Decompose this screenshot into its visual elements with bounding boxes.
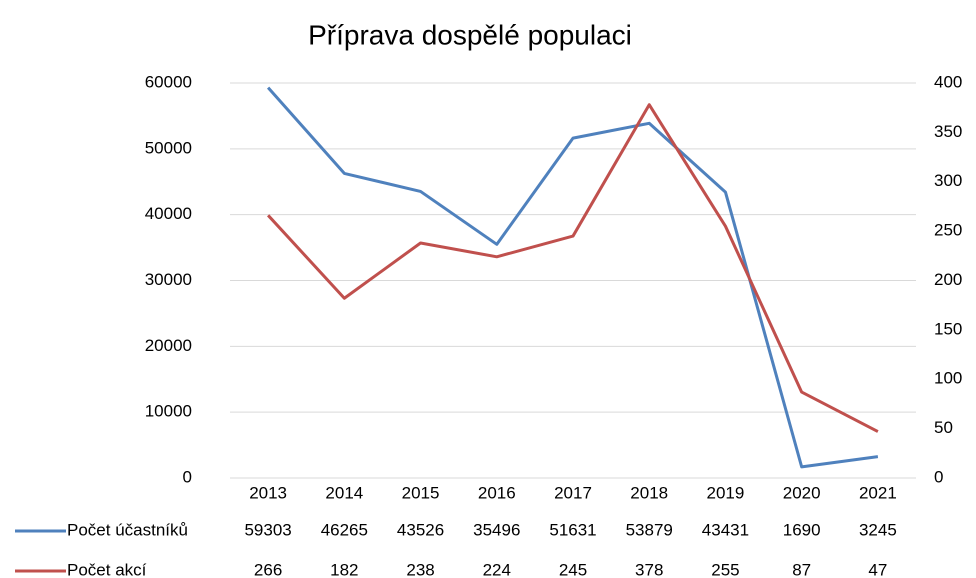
- x-tick-label: 2015: [402, 483, 440, 502]
- y-tick-label: 20000: [145, 336, 192, 355]
- y-tick-label: 0: [183, 467, 192, 486]
- table-value: 46265: [321, 520, 368, 539]
- table-value: 47: [868, 560, 887, 578]
- legend-label: Počet akcí: [67, 560, 147, 578]
- table-value: 43431: [702, 520, 749, 539]
- table-value: 51631: [549, 520, 596, 539]
- y2-tick-label: 300: [934, 171, 962, 190]
- x-tick-label: 2016: [478, 483, 516, 502]
- series-line: [267, 103, 879, 433]
- x-tick-label: 2014: [325, 483, 363, 502]
- table-value: 266: [254, 560, 282, 578]
- y-tick-label: 40000: [145, 204, 192, 223]
- y2-tick-label: 400: [934, 72, 962, 91]
- table-value: 224: [483, 560, 511, 578]
- table-value: 53879: [626, 520, 673, 539]
- y2-tick-label: 50: [934, 418, 953, 437]
- y2-tick-label: 0: [934, 467, 943, 486]
- series-line: [266, 86, 879, 469]
- table-value: 238: [406, 560, 434, 578]
- table-value: 59303: [244, 520, 291, 539]
- x-tick-label: 2013: [249, 483, 287, 502]
- y-tick-label: 50000: [145, 138, 192, 157]
- table-value: 182: [330, 560, 358, 578]
- legend-label: Počet účastníků: [67, 520, 188, 539]
- chart-title: Příprava dospělé populaci: [308, 19, 632, 50]
- table-value: 1690: [783, 520, 821, 539]
- table-value: 3245: [859, 520, 897, 539]
- x-tick-label: 2018: [630, 483, 668, 502]
- x-tick-label: 2019: [707, 483, 745, 502]
- y2-tick-label: 200: [934, 270, 962, 289]
- table-value: 378: [635, 560, 663, 578]
- y-tick-label: 60000: [145, 72, 192, 91]
- x-tick-label: 2017: [554, 483, 592, 502]
- x-tick-label: 2021: [859, 483, 897, 502]
- x-tick-label: 2020: [783, 483, 821, 502]
- y2-tick-label: 150: [934, 319, 962, 338]
- y2-tick-label: 100: [934, 369, 962, 388]
- table-value: 35496: [473, 520, 520, 539]
- table-value: 43526: [397, 520, 444, 539]
- y2-tick-label: 350: [934, 122, 962, 141]
- table-value: 245: [559, 560, 587, 578]
- table-value: 255: [711, 560, 739, 578]
- y-tick-label: 30000: [145, 270, 192, 289]
- y2-tick-label: 250: [934, 221, 962, 240]
- y-tick-label: 10000: [145, 402, 192, 421]
- table-value: 87: [792, 560, 811, 578]
